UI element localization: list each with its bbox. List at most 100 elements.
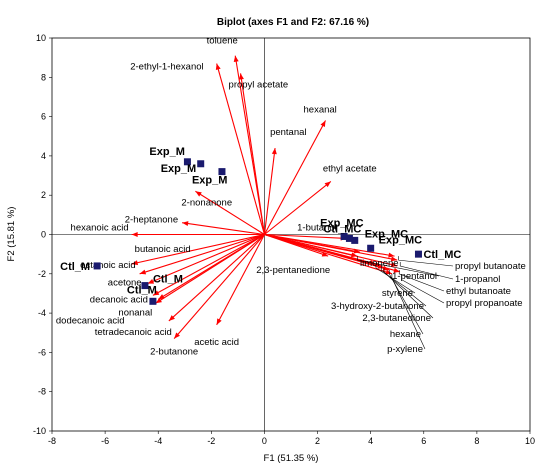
connector-p-xylene	[391, 273, 426, 350]
connector-1-pentanol	[357, 256, 440, 277]
vector-propyl-propanoate	[264, 233, 401, 273]
arrowhead-tetradecanoic-acid	[168, 315, 175, 321]
vector-1-propanol	[264, 233, 398, 261]
observation-label-exp-m: Exp_M	[149, 146, 184, 158]
variable-label-2-butanone: 2-butanone	[150, 347, 198, 358]
variable-label-acetone: acetone	[108, 278, 142, 289]
y-tick-label: -4	[38, 308, 46, 318]
vector-pentanal	[263, 147, 276, 235]
observation-point-ctl-m	[149, 297, 157, 305]
variable-label-ethyl-butanoate: ethyl butanoate	[446, 286, 511, 297]
observation-point-exp-mc	[367, 244, 375, 252]
variable-label-styrene: styrene	[382, 288, 413, 299]
arrowhead-pentanal	[271, 148, 277, 155]
x-tick-label: 2	[315, 436, 320, 446]
variable-label-3-hydroxy-2-butanone: 3-hydroxy-2-butanone	[331, 301, 424, 312]
observation-point-exp-m	[218, 168, 226, 176]
arrowhead-ethyl-butanoate	[390, 262, 398, 267]
observation-label-exp-mc: Exp_MC	[320, 217, 363, 229]
vector-2-butanone	[173, 234, 265, 340]
y-tick-label: 0	[41, 230, 46, 240]
vector-octanoic-acid	[139, 233, 265, 275]
vector-acetic-acid	[216, 234, 265, 326]
observation-label-exp-mc: Exp_MC	[365, 228, 408, 240]
variable-label-propyl-acetate: propyl acetate	[229, 79, 289, 90]
variable-label-hexanal: hexanal	[304, 105, 337, 116]
vector-2-heptanone	[182, 222, 265, 236]
arrowhead-2-nonanone	[195, 191, 202, 197]
variable-label-decanoic-acid: decanoic acid	[90, 294, 148, 305]
arrowhead-hexanal	[320, 120, 326, 127]
x-tick-label: 8	[474, 436, 479, 446]
arrowhead-butanoic-acid	[131, 260, 139, 266]
variable-label-2-nonanone: 2-nonanone	[181, 197, 232, 208]
observation-point-ctl-mc	[414, 250, 422, 258]
arrowhead-acetic-acid	[216, 318, 222, 325]
chart-title: Biplot (axes F1 and F2: 67.16 %)	[217, 17, 369, 28]
vector-acetone	[147, 233, 265, 285]
x-tick-label: 0	[262, 436, 267, 446]
variable-label-nonanal: nonanal	[118, 307, 152, 318]
variable-label-ethyl-acetate: ethyl acetate	[323, 163, 377, 174]
arrowhead-decanoic-acid	[152, 290, 160, 296]
y-axis-label: F2 (15.81 %)	[6, 207, 17, 262]
arrowhead-octanoic-acid	[139, 269, 147, 275]
variable-label-acetic-acid: acetic acid	[194, 337, 239, 348]
vector-decanoic-acid	[152, 234, 265, 296]
vector-1-butanol	[264, 233, 347, 239]
arrowhead-2-heptanone	[182, 221, 189, 227]
arrowhead-2-ethyl-1-hexanol	[215, 63, 221, 70]
vector-hexanal	[263, 120, 327, 235]
variable-label-propyl-butanoate: propyl butanoate	[455, 261, 526, 272]
y-tick-label: -2	[38, 269, 46, 279]
arrowhead-propyl-acetate	[238, 73, 244, 80]
vector-ethyl-acetate	[264, 181, 332, 235]
x-tick-label: -8	[48, 436, 56, 446]
arrowhead-p-xylene	[385, 269, 392, 275]
variable-label-p-xylene: p-xylene	[387, 344, 423, 355]
observation-label-ctl-mc: Ctl_MC	[423, 249, 461, 261]
y-tick-label: 10	[36, 33, 46, 43]
connector-propyl-butanoate	[398, 256, 454, 267]
connector-1-propanol	[399, 262, 454, 280]
variable-label-1-pentanol: 1-pentanol	[392, 271, 437, 282]
arrowhead-ethyl-acetate	[324, 181, 331, 188]
vector-nonanal	[157, 234, 265, 300]
observation-point-ctl-m	[141, 282, 149, 290]
y-tick-label: -8	[38, 387, 46, 397]
observation-points	[93, 158, 422, 305]
observation-labels: Exp_MExp_MExp_MExp_MCExp_MCExp_MCCtl_MCC…	[60, 146, 461, 297]
y-tick-label: 6	[41, 112, 46, 122]
variable-label-1-propanol: 1-propanol	[455, 274, 500, 285]
vector-propyl-acetate	[240, 73, 265, 235]
vector-propyl-butanoate	[264, 233, 395, 257]
y-tick-label: -10	[33, 426, 46, 436]
variable-label-limonene: limonene	[360, 258, 399, 269]
x-tick-label: 4	[368, 436, 373, 446]
observation-label-exp-m: Exp_M	[161, 163, 196, 175]
observation-label-ctl-m: Ctl_M	[153, 274, 183, 286]
variable-label-pentanal: pentanal	[270, 127, 306, 138]
arrowhead-nonanal	[158, 294, 165, 300]
vector-2-ethyl-1-hexanol	[216, 63, 265, 235]
vector-p-xylene	[264, 233, 393, 275]
variable-label-2-3-butanedione: 2,3-butanedione	[362, 313, 431, 324]
vector-tetradecanoic-acid	[168, 234, 265, 322]
variable-label-tetradecanoic-acid: tetradecanoic acid	[95, 327, 172, 338]
connector-2-3-butanedione	[383, 267, 434, 319]
observation-point-exp-mc	[351, 236, 359, 244]
label-connectors	[357, 256, 454, 350]
arrowhead-2-butanone	[174, 332, 180, 339]
connector-ethyl-butanoate	[398, 269, 445, 292]
arrowhead-acetone	[147, 278, 155, 284]
observation-point-exp-m	[183, 158, 191, 166]
x-tick-label: 10	[525, 436, 535, 446]
variable-label-hexane: hexane	[390, 329, 421, 340]
variable-label-1-butanol: 1-butanol	[297, 222, 337, 233]
y-tick-label: 2	[41, 190, 46, 200]
arrowhead-propyl-propanoate	[393, 267, 400, 273]
zero-axes	[52, 38, 530, 431]
y-tick-label: 4	[41, 151, 46, 161]
observation-label-ctl-m: Ctl_M	[127, 284, 157, 296]
